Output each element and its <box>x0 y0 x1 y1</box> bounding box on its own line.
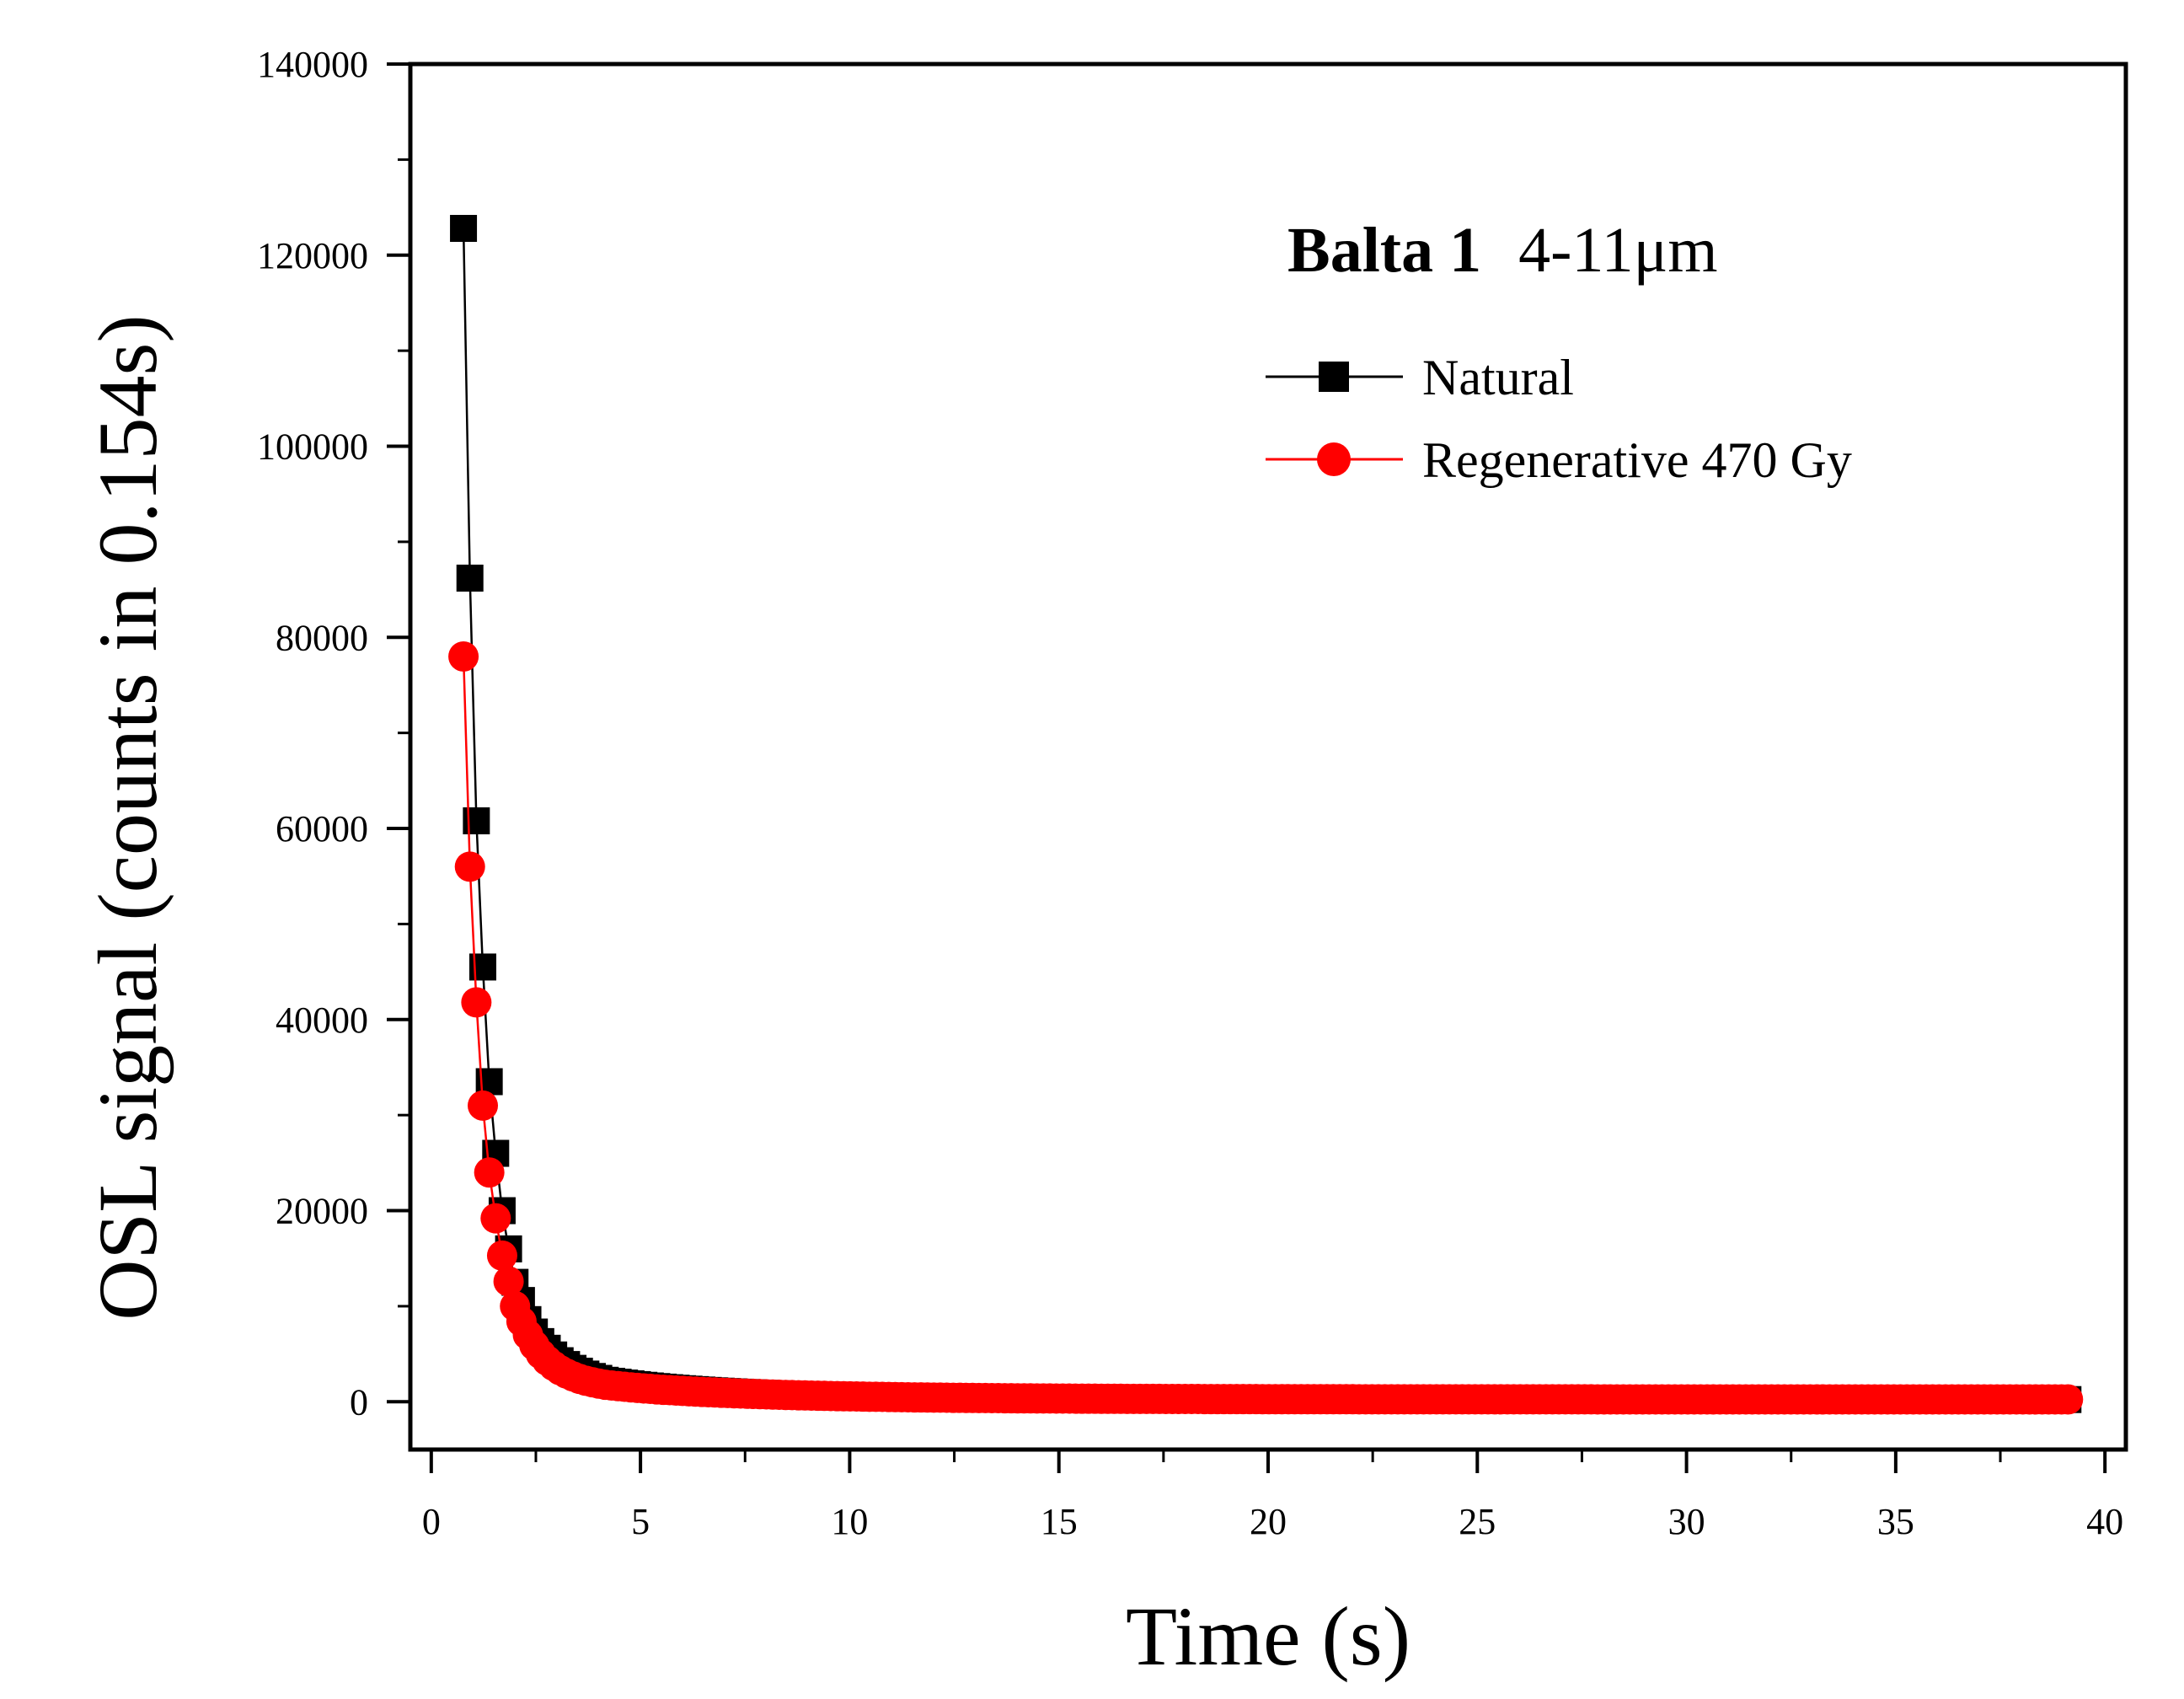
y-tick-label: 0 <box>350 1381 368 1423</box>
regenerative-line <box>462 656 2069 1401</box>
legend-label-natural: Natural <box>1422 350 1574 405</box>
x-tick-label: 0 <box>422 1501 441 1542</box>
regenerative-point <box>468 1090 499 1121</box>
y-tick-label: 80000 <box>276 617 368 658</box>
y-tick-label: 140000 <box>257 44 368 85</box>
sample-name: Balta 1 <box>1287 215 1481 286</box>
y-axis: 0 20000 40000 60000 80000 100000 120000 140000 <box>257 44 410 1423</box>
regenerative-point <box>454 851 485 882</box>
regenerative-point <box>2053 1384 2084 1415</box>
y-tick-label: 20000 <box>276 1191 368 1232</box>
x-tick-label: 30 <box>1668 1501 1705 1542</box>
sample-annotation: Balta 1 4-11μm <box>1287 215 1717 286</box>
y-tick-label: 40000 <box>276 1000 368 1041</box>
x-tick-label: 25 <box>1459 1501 1496 1542</box>
regenerative-point <box>461 987 492 1018</box>
x-tick-label: 20 <box>1250 1501 1287 1542</box>
natural-line <box>462 228 2069 1401</box>
natural-point <box>450 215 478 243</box>
regenerative-point <box>474 1157 505 1188</box>
x-tick-label: 10 <box>831 1501 868 1542</box>
plot-frame <box>408 62 2128 1452</box>
legend: Natural Regenerative 470 Gy <box>1266 350 1852 488</box>
series-regenerative-470-gy <box>448 640 2084 1415</box>
series-natural <box>450 215 2082 1413</box>
x-tick-label: 40 <box>2086 1501 2123 1542</box>
regenerative-point <box>493 1266 524 1297</box>
y-axis-title: OSL signal (counts in 0.154s) <box>81 314 174 1320</box>
y-tick-label: 60000 <box>276 808 368 850</box>
legend-marker-natural <box>1319 362 1349 392</box>
natural-point <box>456 564 484 592</box>
regenerative-point <box>486 1240 517 1271</box>
legend-label-regenerative: Regenerative 470 Gy <box>1422 432 1852 488</box>
x-tick-label: 5 <box>631 1501 650 1542</box>
regenerative-point <box>448 640 479 672</box>
grain-size: 4-11μm <box>1518 215 1717 286</box>
legend-marker-regenerative <box>1317 442 1351 476</box>
natural-point <box>463 807 490 834</box>
regenerative-point <box>480 1203 511 1234</box>
y-tick-label: 120000 <box>257 235 368 276</box>
x-axis: 0 5 10 15 20 25 30 35 40 <box>422 1450 2123 1542</box>
x-tick-label: 15 <box>1041 1501 1078 1542</box>
x-axis-title: Time (s) <box>1126 1589 1410 1683</box>
x-tick-label: 35 <box>1877 1501 1914 1542</box>
y-tick-label: 100000 <box>257 426 368 468</box>
